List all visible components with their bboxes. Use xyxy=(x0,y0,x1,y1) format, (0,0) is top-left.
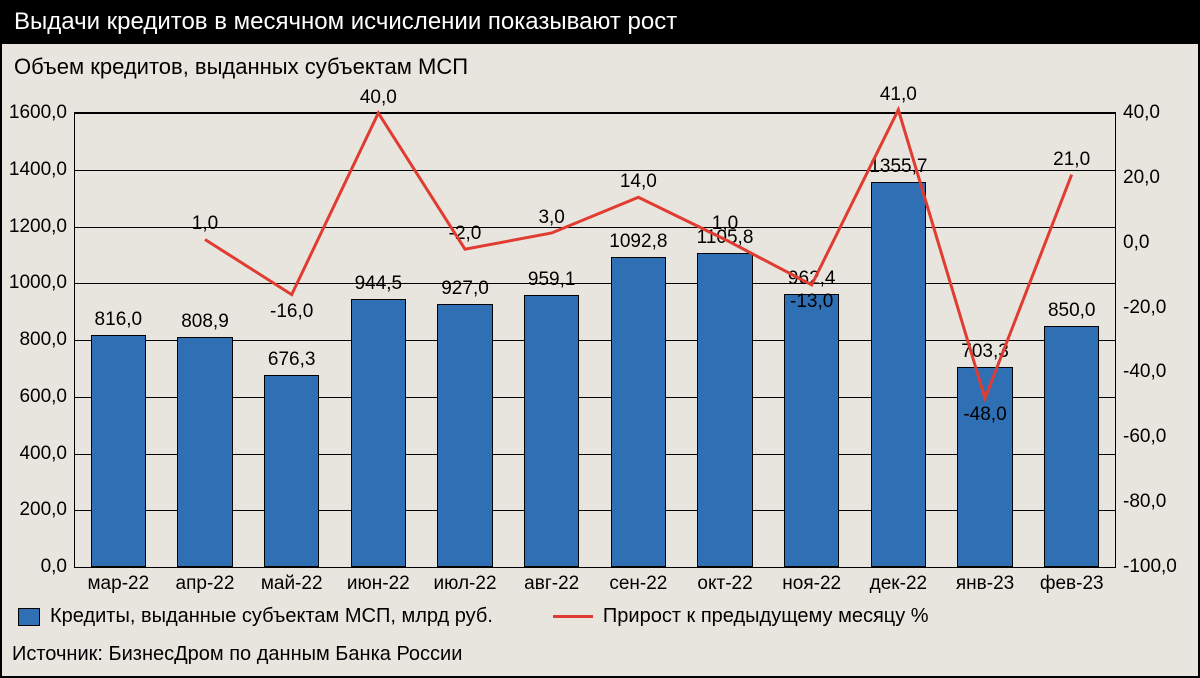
x-tick-label: мар-22 xyxy=(87,567,149,595)
y-left-tick-label: 200,0 xyxy=(5,499,75,521)
bar-value-label: 676,3 xyxy=(268,349,316,371)
category-slot: 944,5июн-22 xyxy=(335,113,422,567)
y-left-tick-label: 800,0 xyxy=(5,329,75,351)
x-tick-label: дек-22 xyxy=(870,567,927,595)
category-slot: 962,4ноя-22 xyxy=(768,113,855,567)
legend-bars-label: Кредиты, выданные субъектам МСП, млрд ру… xyxy=(50,605,493,628)
line-value-label: 1,0 xyxy=(192,213,218,235)
bar-value-label: 816,0 xyxy=(95,309,143,331)
y-left-tick-label: 600,0 xyxy=(5,386,75,408)
chart-subtitle: Объем кредитов, выданных субъектам МСП xyxy=(2,44,1198,84)
y-left-tick-label: 1600,0 xyxy=(5,102,75,124)
category-slot: 1105,8окт-22 xyxy=(682,113,769,567)
y-left-tick-label: 400,0 xyxy=(5,443,75,465)
y-right-tick-label: 40,0 xyxy=(1115,102,1185,124)
category-slot: 816,0мар-22 xyxy=(75,113,162,567)
x-tick-label: ноя-22 xyxy=(782,567,841,595)
y-right-tick-label: -20,0 xyxy=(1115,297,1185,319)
legend: Кредиты, выданные субъектам МСП, млрд ру… xyxy=(18,605,1182,628)
x-tick-label: апр-22 xyxy=(176,567,235,595)
bar xyxy=(1044,326,1099,567)
x-tick-label: фев-23 xyxy=(1040,567,1104,595)
y-right-tick-label: 20,0 xyxy=(1115,167,1185,189)
bar-value-label: 703,3 xyxy=(961,341,1009,363)
bar-value-label: 1355,7 xyxy=(869,156,927,178)
category-slot: 959,1авг-22 xyxy=(508,113,595,567)
bar xyxy=(91,335,146,567)
bar xyxy=(351,299,406,567)
bar xyxy=(437,304,492,567)
bar-value-label: 962,4 xyxy=(788,268,836,290)
legend-item-line: Прирост к предыдущему месяцу % xyxy=(553,605,929,628)
line-value-label: -16,0 xyxy=(270,301,313,323)
line-value-label: 41,0 xyxy=(880,84,917,106)
bar-value-label: 808,9 xyxy=(181,311,229,333)
source-text: Источник: БизнесДром по данным Банка Рос… xyxy=(12,643,462,666)
line-value-label: -48,0 xyxy=(963,404,1006,426)
line-value-label: 14,0 xyxy=(620,171,657,193)
bar-swatch-icon xyxy=(18,608,40,626)
y-right-tick-label: -80,0 xyxy=(1115,491,1185,513)
bar-value-label: 850,0 xyxy=(1048,300,1096,322)
x-tick-label: сен-22 xyxy=(609,567,667,595)
legend-line-label: Прирост к предыдущему месяцу % xyxy=(603,605,929,628)
x-tick-label: окт-22 xyxy=(697,567,752,595)
category-slot: 808,9апр-22 xyxy=(162,113,249,567)
line-value-label: 1,0 xyxy=(712,213,738,235)
y-left-tick-label: 1000,0 xyxy=(5,272,75,294)
bar xyxy=(697,253,752,567)
bar xyxy=(524,295,579,567)
line-swatch-icon xyxy=(553,615,593,618)
bar xyxy=(177,337,232,567)
bar xyxy=(871,182,926,567)
y-right-tick-label: -100,0 xyxy=(1115,556,1185,578)
x-tick-label: янв-23 xyxy=(956,567,1014,595)
x-tick-label: июл-22 xyxy=(434,567,497,595)
bar-value-label: 927,0 xyxy=(441,278,489,300)
bar-value-label: 944,5 xyxy=(355,273,403,295)
bar xyxy=(784,294,839,567)
y-right-tick-label: 0,0 xyxy=(1115,232,1185,254)
y-left-tick-label: 1400,0 xyxy=(5,159,75,181)
category-slot: 703,3янв-23 xyxy=(942,113,1029,567)
category-slot: 1355,7дек-22 xyxy=(855,113,942,567)
y-left-tick-label: 1200,0 xyxy=(5,216,75,238)
x-tick-label: май-22 xyxy=(261,567,323,595)
x-tick-label: июн-22 xyxy=(347,567,410,595)
y-right-tick-label: -40,0 xyxy=(1115,361,1185,383)
bar-value-label: 959,1 xyxy=(528,269,576,291)
bar xyxy=(957,367,1012,567)
y-left-tick-label: 0,0 xyxy=(5,556,75,578)
bar-value-label: 1092,8 xyxy=(609,231,667,253)
x-tick-label: авг-22 xyxy=(524,567,579,595)
plot-area: 0,0200,0400,0600,0800,01000,01200,01400,… xyxy=(74,112,1116,568)
line-value-label: 40,0 xyxy=(360,87,397,109)
figure-container: Выдачи кредитов в месячном исчислении по… xyxy=(0,0,1200,678)
category-slot: 927,0июл-22 xyxy=(422,113,509,567)
line-value-label: 3,0 xyxy=(538,207,564,229)
bar xyxy=(611,257,666,567)
category-slot: 676,3май-22 xyxy=(248,113,335,567)
y-right-tick-label: -60,0 xyxy=(1115,426,1185,448)
line-value-label: -13,0 xyxy=(790,291,833,313)
line-value-label: 21,0 xyxy=(1053,149,1090,171)
chart-title: Выдачи кредитов в месячном исчислении по… xyxy=(2,2,1198,44)
line-value-label: -2,0 xyxy=(449,223,482,245)
category-slot: 850,0фев-23 xyxy=(1028,113,1115,567)
bar xyxy=(264,375,319,567)
legend-item-bars: Кредиты, выданные субъектам МСП, млрд ру… xyxy=(18,605,493,628)
